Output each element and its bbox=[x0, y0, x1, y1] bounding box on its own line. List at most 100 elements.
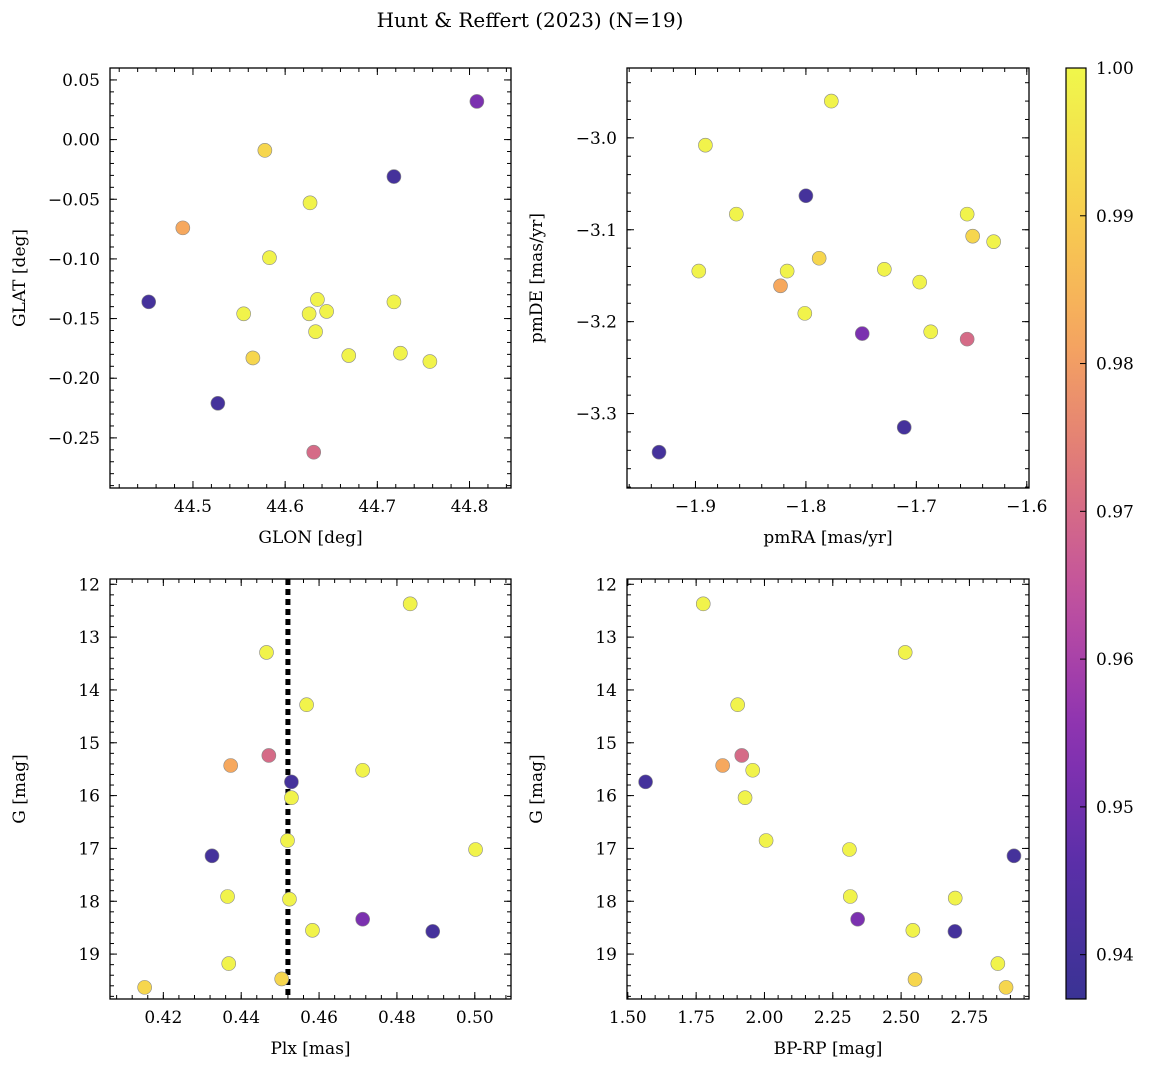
colorbar-tick-label: 0.94 bbox=[1096, 946, 1134, 966]
data-point bbox=[259, 645, 274, 660]
panel-3: 0.42 0.44 0.46 0.48 0.50 12 13 14 15 16 17 18 19 Plx … bbox=[10, 575, 512, 1059]
data-point bbox=[990, 956, 1006, 971]
data-point bbox=[319, 304, 334, 319]
x-tick-label: 2.25 bbox=[814, 1008, 852, 1028]
y-tick-label: 17 bbox=[78, 839, 100, 859]
colorbar-tick-label: 0.96 bbox=[1096, 650, 1134, 670]
y-tick-label: 16 bbox=[78, 787, 100, 807]
colorbar-tick-label: 0.99 bbox=[1096, 207, 1134, 227]
y-tick-label: 13 bbox=[78, 628, 100, 648]
data-point bbox=[850, 911, 865, 927]
y-tick-label: −0.10 bbox=[48, 250, 100, 270]
x-tick-label: 1.75 bbox=[677, 1008, 715, 1028]
data-point bbox=[301, 306, 317, 322]
data-point bbox=[797, 306, 813, 321]
x-tick-label: 0.46 bbox=[300, 1008, 338, 1028]
data-point bbox=[262, 250, 277, 266]
y-tick-label: 15 bbox=[78, 734, 100, 754]
data-point bbox=[842, 889, 858, 904]
data-point bbox=[773, 278, 788, 294]
axes-frame bbox=[626, 67, 1030, 489]
data-point bbox=[204, 848, 220, 864]
data-point bbox=[947, 924, 963, 939]
y-tick-label: 0.05 bbox=[62, 71, 100, 91]
panel-4: 1.50 1.75 2.00 2.25 2.50 2.75 12 13 14 15 16 17 18 19… bbox=[527, 575, 1030, 1059]
colorbar-tick-label: 1.00 bbox=[1096, 59, 1134, 79]
y-tick-label: −3.1 bbox=[576, 221, 617, 241]
data-point bbox=[877, 261, 892, 277]
x-tick-label: 2.75 bbox=[950, 1008, 988, 1028]
ticks bbox=[627, 68, 1029, 488]
data-point bbox=[737, 790, 753, 806]
y-tick-label: 17 bbox=[595, 839, 617, 859]
colorbar-tick-label: 0.97 bbox=[1096, 502, 1134, 522]
x-tick-label: −1.7 bbox=[896, 497, 937, 517]
x-tick-label: 0.50 bbox=[456, 1008, 494, 1028]
y-axis-label: G [mag] bbox=[527, 754, 547, 823]
data-point bbox=[284, 790, 299, 806]
x-tick-label: −1.6 bbox=[1006, 497, 1047, 517]
data-point bbox=[959, 331, 975, 347]
data-point bbox=[842, 842, 857, 857]
axes-frame bbox=[109, 67, 512, 489]
data-point bbox=[310, 292, 325, 307]
data-point bbox=[986, 234, 1001, 249]
data-point bbox=[306, 444, 322, 460]
data-point bbox=[257, 143, 273, 158]
y-tick-label: 19 bbox=[595, 945, 617, 965]
data-point bbox=[745, 762, 761, 778]
x-axis-label: BP-RP [mag] bbox=[774, 1039, 883, 1059]
data-point bbox=[468, 842, 483, 857]
axes-frame bbox=[109, 578, 512, 1000]
data-point bbox=[811, 250, 827, 266]
data-point bbox=[638, 774, 653, 790]
data-point bbox=[1006, 848, 1022, 864]
y-tick-label: −0.20 bbox=[48, 369, 100, 389]
y-tick-label: −0.15 bbox=[48, 310, 100, 330]
y-tick-label: −0.25 bbox=[48, 429, 100, 449]
data-point bbox=[691, 263, 707, 279]
data-point bbox=[302, 195, 318, 211]
x-tick-label: 0.42 bbox=[144, 1008, 182, 1028]
x-tick-label: −1.9 bbox=[675, 497, 716, 517]
colorbar-bar bbox=[1065, 67, 1087, 1000]
data-point bbox=[355, 911, 370, 927]
data-point bbox=[698, 137, 713, 153]
data-point bbox=[824, 93, 839, 109]
data-point bbox=[141, 294, 157, 310]
ticks bbox=[627, 579, 1029, 999]
data-point bbox=[923, 324, 939, 340]
data-point bbox=[210, 395, 226, 411]
data-point bbox=[425, 924, 441, 939]
panel-2: −1.9 −1.8 −1.7 −1.6 −3.3 −3.2 −3.1 −3.0 pmRA [ma… bbox=[527, 67, 1047, 548]
data-point bbox=[402, 596, 418, 612]
data-point bbox=[998, 980, 1014, 995]
x-axis-label: GLON [deg] bbox=[258, 528, 362, 548]
data-point bbox=[236, 306, 251, 322]
data-point bbox=[223, 758, 238, 773]
data-point bbox=[386, 169, 402, 184]
data-point bbox=[947, 890, 963, 906]
data-point bbox=[854, 326, 870, 341]
data-point bbox=[284, 774, 299, 790]
y-axis-label: pmDE [mas/yr] bbox=[527, 213, 547, 343]
data-point bbox=[220, 889, 235, 904]
y-tick-label: 14 bbox=[595, 681, 617, 701]
figure-title: Hunt & Reffert (2023) (N=19) bbox=[377, 8, 684, 32]
ticks bbox=[110, 67, 511, 488]
data-point bbox=[907, 972, 923, 987]
data-point bbox=[282, 891, 297, 907]
data-point bbox=[137, 980, 152, 995]
data-point bbox=[715, 758, 730, 773]
y-tick-label: 15 bbox=[595, 734, 617, 754]
y-tick-label: 12 bbox=[595, 575, 617, 595]
data-point bbox=[798, 188, 814, 204]
x-tick-label: −1.8 bbox=[785, 497, 826, 517]
x-tick-label: 1.50 bbox=[609, 1008, 647, 1028]
x-tick-label: 2.00 bbox=[746, 1008, 784, 1028]
data-point bbox=[695, 596, 711, 612]
data-point bbox=[734, 748, 750, 763]
axes-frame bbox=[626, 578, 1030, 1000]
y-tick-label: 18 bbox=[78, 892, 100, 912]
